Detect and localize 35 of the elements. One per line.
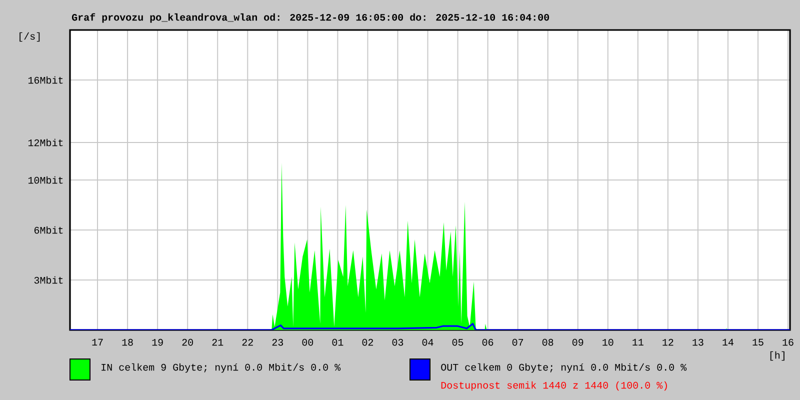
chart-title: Graf provozu po_kleandrova_wlan od: 2025-12-09 16:05:00 do: 2025-12-10 16:04:00 <box>72 13 550 23</box>
x-tick-label: 00 <box>302 338 314 346</box>
y-tick-label: 6Mbit <box>34 226 63 234</box>
x-tick-label: 13 <box>692 338 704 346</box>
x-tick-label: 11 <box>632 338 644 346</box>
y-tick-label: 10Mbit <box>28 176 63 184</box>
x-tick-label: 21 <box>212 338 224 346</box>
y-tick-label: 12Mbit <box>28 138 63 146</box>
x-tick-label: 02 <box>362 338 373 346</box>
x-tick-label: 22 <box>242 338 253 346</box>
y-tick-label: 3Mbit <box>34 276 63 284</box>
y-axis-title: [/s] <box>20 32 40 42</box>
x-tick-label: 10 <box>602 338 614 346</box>
x-tick-label: 16 <box>782 338 794 346</box>
x-tick-label: 18 <box>122 338 133 346</box>
x-tick-label: 17 <box>92 338 103 346</box>
x-tick-label: 07 <box>512 338 524 346</box>
legend-label: OUT celkem 0 Gbyte; nyní 0.0 Mbit/s 0.0 % <box>441 363 687 373</box>
legend-label: IN celkem 9 Gbyte; nyní 0.0 Mbit/s 0.0 % <box>102 363 341 373</box>
x-tick-label: 03 <box>392 338 404 346</box>
x-axis-title: [h] <box>770 351 784 361</box>
x-tick-label: 05 <box>452 338 464 346</box>
x-tick-label: 06 <box>482 338 494 346</box>
x-tick-label: 09 <box>572 338 584 346</box>
x-tick-label: 23 <box>272 338 284 346</box>
x-tick-label: 08 <box>542 338 554 346</box>
x-tick-label: 15 <box>752 338 764 346</box>
x-tick-label: 01 <box>332 338 344 346</box>
x-tick-label: 14 <box>722 338 734 346</box>
x-tick-label: 19 <box>152 338 163 346</box>
x-tick-label: 20 <box>182 338 193 346</box>
x-tick-label: 04 <box>422 338 434 346</box>
text: Dostupnost semik 1440 z 1440 (100.0 %) <box>441 381 667 391</box>
x-tick-label: 12 <box>662 338 674 346</box>
y-tick-label: 16Mbit <box>28 76 63 84</box>
